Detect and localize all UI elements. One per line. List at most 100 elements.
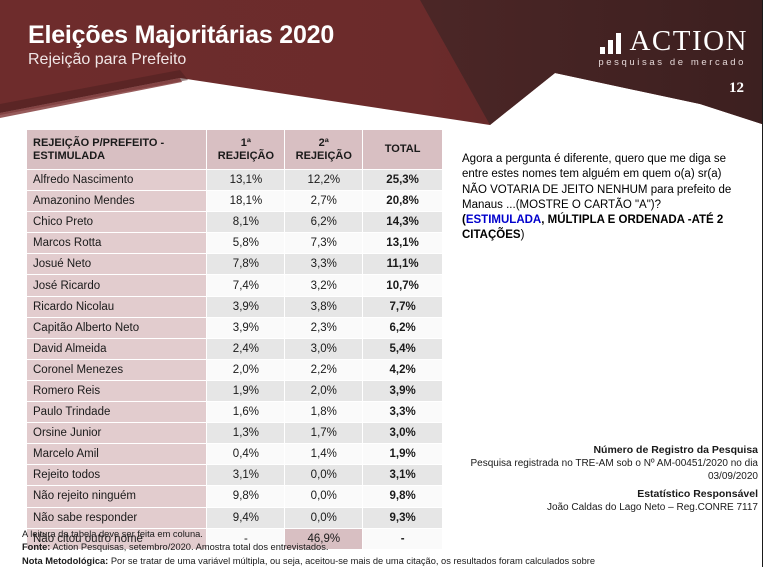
table-cell-second-rejection: 0,0% — [284, 506, 364, 529]
table-cell-first-rejection: 13,1% — [206, 168, 286, 192]
table-row: Alfredo Nascimento 13,1% 12,2% 25,3% — [25, 168, 443, 192]
table-cell-total: 4,2% — [362, 358, 443, 381]
table-row: Romero Reis 1,9% 2,0% 3,9% — [25, 379, 443, 403]
table-cell-name: Rejeito todos — [25, 464, 208, 487]
table-cell-second-rejection: 3,2% — [284, 274, 364, 297]
table-cell-first-rejection: 1,3% — [206, 422, 286, 445]
table-cell-total: 20,8% — [362, 190, 443, 213]
table-cell-name: Amazonino Mendes — [25, 190, 208, 213]
footer-source-text: Action Pesquisas, setembro/2020. Amostra… — [50, 542, 329, 553]
table-cell-second-rejection: 12,2% — [284, 168, 364, 192]
table-cell-second-rejection: 0,0% — [284, 464, 364, 487]
table-cell-first-rejection: 8,1% — [206, 211, 286, 234]
brand-logo: ACTION pesquisas de mercado — [598, 25, 748, 68]
table-row: Coronel Menezes 2,0% 2,2% 4,2% — [25, 358, 443, 381]
table-cell-name: Josué Neto — [25, 253, 208, 276]
table-row: Amazonino Mendes 18,1% 2,7% 20,8% — [25, 190, 443, 213]
question-paren-close: ) — [520, 229, 525, 242]
column-header-first-rejection-line2: REJEIÇÃO — [217, 149, 275, 162]
table-row: Não citou outro nome -46,9% - — [25, 527, 443, 550]
table-cell-second-rejection: 0,0% — [284, 485, 364, 508]
brand-tagline: pesquisas de mercado — [598, 56, 746, 68]
table-cell-name: Marcelo Amil — [25, 443, 208, 466]
bar-chart-icon — [600, 32, 624, 55]
table-cell-second-rejection: 3,3% — [284, 253, 364, 276]
column-header-total: TOTAL — [362, 129, 443, 170]
question-paren-open: ( — [462, 214, 466, 227]
statistician-title: Estatístico Responsável — [637, 488, 758, 500]
table-cell-second-rejection: 2,7% — [284, 190, 364, 213]
question-line-2: entre estes nomes tem alguém em quem o(a… — [462, 168, 722, 181]
table-cell-second-rejection: 2,2% — [284, 358, 364, 381]
table-cell-first-rejection: 9,8% — [206, 485, 286, 508]
footer-line-1: A leitura da tabela deve ser feita em co… — [22, 529, 203, 539]
question-emphasis: ESTIMULADA — [465, 214, 542, 227]
table-cell-name: Chico Preto — [25, 211, 208, 234]
page-subtitle: Rejeição para Prefeito — [28, 51, 187, 69]
table-cell-first-rejection: 7,4% — [206, 274, 286, 297]
table-cell-total: 3,0% — [362, 422, 443, 445]
table-cell-name: Orsine Junior — [25, 422, 208, 445]
table-row: Paulo Trindade 1,6% 1,8% 3,3% — [25, 401, 443, 424]
column-header-second-rejection-line2: REJEIÇÃO — [295, 149, 352, 162]
table-cell-total: 9,3% — [362, 506, 443, 529]
page-number: 12 — [729, 80, 744, 96]
table-cell-total: 7,7% — [362, 295, 443, 318]
column-header-second-rejection-line1: 2ª — [318, 136, 329, 149]
table-row: David Almeida 2,4% 3,0% 5,4% — [25, 337, 443, 360]
table-cell-first-rejection: 3,1% — [206, 464, 286, 487]
table-cell-name: Capitão Alberto Neto — [25, 316, 208, 339]
footer-note-text: Por se tratar de uma variável múltipla, … — [108, 555, 596, 566]
page-title: Eleições Majoritárias 2020 — [28, 21, 335, 49]
table-cell-name: José Ricardo — [25, 274, 208, 297]
table-cell-total: 10,7% — [362, 274, 443, 297]
table-cell-total: 13,1% — [362, 232, 443, 255]
table-row: Capitão Alberto Neto 3,9% 2,3% 6,2% — [25, 316, 443, 339]
table-cell-second-rejection: 7,3% — [284, 232, 364, 255]
table-cell-second-rejection: 6,2% — [284, 211, 364, 234]
table-cell-name: Não sabe responder — [25, 506, 208, 529]
table-row: Marcos Rotta 5,8% 7,3% 13,1% — [25, 232, 443, 255]
footer-source: Fonte: Action Pesquisas, setembro/2020. … — [22, 541, 767, 554]
table-body: Alfredo Nascimento 13,1% 12,2% 25,3% Amazoni… — [25, 168, 443, 550]
question-line-5-rest: , MÚLTIPLA E ORDENADA -ATÉ 2 — [541, 214, 724, 227]
table-cell-name: Coronel Menezes — [25, 358, 208, 381]
table-cell-total: 3,1% — [362, 464, 443, 487]
table-row: Não sabe responder 9,4% 0,0% 9,3% — [25, 506, 443, 529]
table-cell-first-rejection: 18,1% — [206, 190, 286, 213]
header-background-shape — [0, 0, 774, 128]
rejection-table-container: REJEIÇÃO P/PREFEITO - ESTIMULADA 1ª REJE… — [25, 129, 443, 550]
table-cell-second-rejection: 1,7% — [284, 422, 364, 445]
statistician-body: João Caldas do Lago Neto – Reg.CONRE 711… — [546, 502, 758, 513]
question-line-6: CITAÇÕES — [462, 229, 521, 242]
table-cell-name: Romero Reis — [25, 379, 208, 403]
table-cell-name: Não rejeito ninguém — [25, 485, 208, 508]
table-cell-total: 9,8% — [362, 485, 443, 508]
table-cell-first-rejection: 1,6% — [206, 401, 286, 424]
table-cell-name: Não citou outro nome — [25, 527, 208, 550]
table-cell-name: Alfredo Nascimento — [25, 168, 208, 192]
table-cell-first-rejection: 2,4% — [206, 337, 286, 360]
table-row: Ricardo Nicolau 3,9% 3,8% 7,7% — [25, 295, 443, 318]
brand-name: ACTION — [629, 25, 748, 57]
table-cell-first-rejection: 9,4% — [206, 506, 286, 529]
question-text: Agora a pergunta é diferente, quero que … — [462, 152, 758, 244]
question-line-4: Manaus ...(MOSTRE O CARTÃO "A")? — [462, 198, 662, 211]
column-header-first-rejection-line1: 1ª — [240, 136, 251, 149]
table-cell-name: Ricardo Nicolau — [25, 295, 208, 318]
question-line-3: NÃO VOTARIA DE JEITO NENHUM para prefeit… — [462, 183, 732, 196]
table-cell-name: Paulo Trindade — [25, 401, 208, 424]
table-cell-total: 6,2% — [362, 316, 443, 339]
table-cell-second-rejection: 3,8% — [284, 295, 364, 318]
table-cell-total: 25,3% — [362, 168, 443, 192]
table-row: Orsine Junior 1,3% 1,7% 3,0% — [25, 422, 443, 445]
table-cell-first-rejection: 5,8% — [206, 232, 286, 255]
table-cell-first-rejection: 2,0% — [206, 358, 286, 381]
table-row: Não rejeito ninguém 9,8% 0,0% 9,8% — [25, 485, 443, 508]
table-cell-second-rejection: 46,9% — [284, 527, 364, 550]
table-row: Marcelo Amil 0,4% 1,4% 1,9% — [25, 443, 443, 466]
table-cell-second-rejection: 1,4% — [284, 443, 364, 466]
rejection-table: REJEIÇÃO P/PREFEITO - ESTIMULADA 1ª REJE… — [25, 129, 443, 550]
table-cell-first-rejection: 1,9% — [206, 379, 286, 403]
